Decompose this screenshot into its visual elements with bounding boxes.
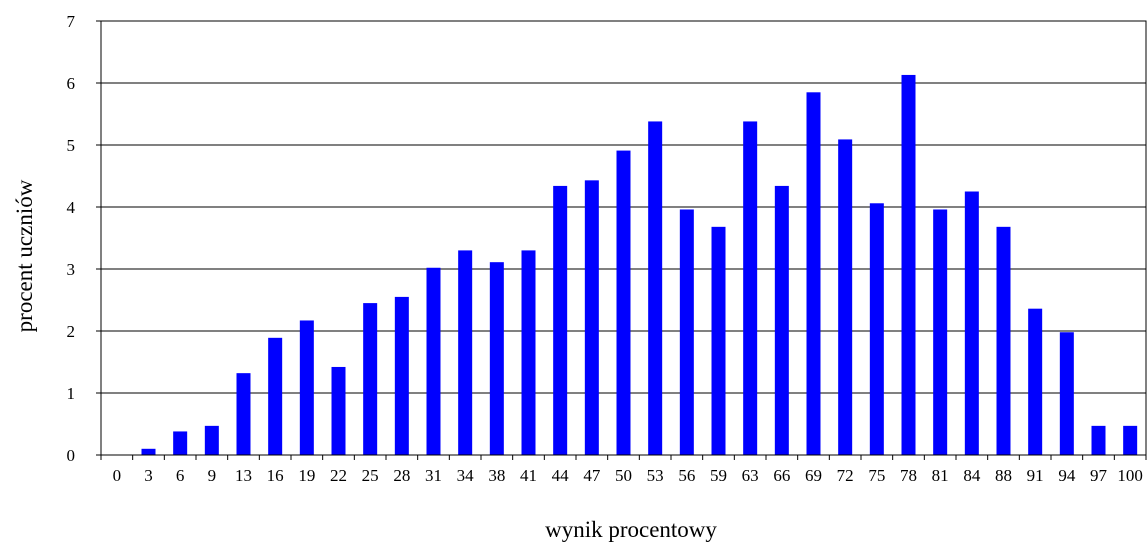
x-tick-label: 41	[520, 466, 537, 485]
bar-78	[901, 74, 916, 455]
x-axis-title: wynik procentowy	[545, 517, 717, 542]
bar-53	[648, 121, 663, 455]
bar-38	[489, 262, 504, 455]
x-tick-label: 69	[805, 466, 822, 485]
x-tick-label: 28	[393, 466, 410, 485]
bar-25	[363, 303, 378, 455]
x-tick-label: 84	[963, 466, 981, 485]
x-tick-label: 3	[144, 466, 153, 485]
bar-28	[394, 296, 409, 455]
x-tick-label: 59	[710, 466, 727, 485]
x-tick-label: 91	[1027, 466, 1044, 485]
bar-75	[869, 203, 884, 455]
x-tick-label: 47	[583, 466, 601, 485]
x-tick-label: 25	[362, 466, 379, 485]
bar-41	[521, 250, 536, 455]
x-tick-label: 22	[330, 466, 347, 485]
bar-91	[1028, 308, 1043, 455]
bar-31	[426, 267, 441, 455]
bar-66	[774, 185, 789, 456]
x-tick-label: 72	[837, 466, 854, 485]
x-tick-label: 38	[488, 466, 505, 485]
bar-59	[711, 226, 726, 455]
bar-44	[553, 185, 568, 456]
y-tick-label: 6	[67, 74, 76, 93]
plot-area-border	[100, 20, 1147, 456]
bar-88	[996, 226, 1011, 455]
y-tick-label: 7	[67, 12, 76, 31]
x-tick-label: 16	[267, 466, 284, 485]
bar-3	[141, 448, 156, 455]
bar-94	[1059, 332, 1074, 455]
x-tick-label: 97	[1090, 466, 1108, 485]
x-tick-label: 34	[457, 466, 475, 485]
x-tick-label: 6	[176, 466, 185, 485]
y-tick-label: 4	[67, 198, 76, 217]
bar-16	[268, 337, 283, 455]
x-tick-label: 0	[113, 466, 122, 485]
bar-97	[1091, 425, 1106, 455]
bar-63	[743, 121, 758, 455]
x-tick-label: 31	[425, 466, 442, 485]
x-tick-label: 9	[208, 466, 217, 485]
bar-50	[616, 150, 631, 455]
x-tick-label: 75	[868, 466, 885, 485]
x-tick-label: 19	[298, 466, 315, 485]
x-tick-label: 44	[552, 466, 570, 485]
y-tick-label: 3	[67, 260, 76, 279]
axes	[96, 20, 1147, 460]
x-tick-label: 53	[647, 466, 664, 485]
x-tick-label: 63	[742, 466, 759, 485]
bar-81	[933, 209, 948, 455]
bar-34	[458, 250, 473, 455]
x-tick-labels: 0 3 6 9 13 16 19 22 25 28 31 34 38 41 44 47 50 53 56 59 63 66…	[113, 466, 1143, 485]
x-tick-label: 88	[995, 466, 1012, 485]
x-tick-label: 13	[235, 466, 252, 485]
bar-84	[964, 191, 979, 455]
bar-56	[679, 209, 694, 455]
bar-9	[204, 425, 219, 455]
bar-13	[236, 373, 251, 455]
bar-47	[584, 180, 599, 455]
x-tick-label: 66	[773, 466, 790, 485]
bar-22	[331, 366, 346, 455]
bar-69	[806, 92, 821, 456]
x-tick-label: 100	[1117, 466, 1143, 485]
y-axis-title: procent uczniów	[12, 179, 37, 332]
bars	[141, 74, 1138, 456]
bar-72	[838, 139, 853, 456]
x-tick-label: 50	[615, 466, 632, 485]
y-tick-label: 5	[67, 136, 76, 155]
y-tick-label: 0	[67, 446, 76, 465]
x-tick-label: 81	[932, 466, 949, 485]
bar-19	[299, 320, 314, 455]
x-tick-label: 94	[1058, 466, 1076, 485]
bar-6	[173, 431, 188, 455]
x-tick-label: 78	[900, 466, 917, 485]
x-tick-label: 56	[678, 466, 695, 485]
y-tick-label: 1	[67, 384, 76, 403]
bar-100	[1123, 425, 1138, 455]
y-tick-labels: 0 1 2 3 4 5 6 7	[67, 12, 76, 465]
y-tick-label: 2	[67, 322, 76, 341]
